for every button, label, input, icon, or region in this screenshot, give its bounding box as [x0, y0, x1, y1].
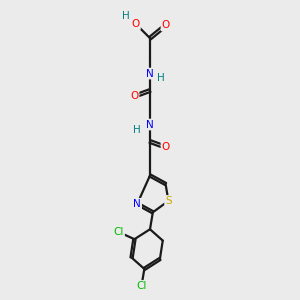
- Text: Cl: Cl: [136, 281, 147, 291]
- Text: H: H: [134, 125, 141, 135]
- Text: H: H: [158, 73, 165, 83]
- Text: O: O: [130, 91, 139, 101]
- Text: N: N: [146, 119, 154, 130]
- Text: H: H: [122, 11, 130, 20]
- Text: S: S: [165, 196, 172, 206]
- Text: O: O: [132, 19, 140, 29]
- Text: O: O: [161, 142, 170, 152]
- Text: N: N: [146, 69, 154, 79]
- Text: N: N: [134, 199, 141, 209]
- Text: O: O: [161, 20, 170, 30]
- Text: Cl: Cl: [114, 227, 124, 237]
